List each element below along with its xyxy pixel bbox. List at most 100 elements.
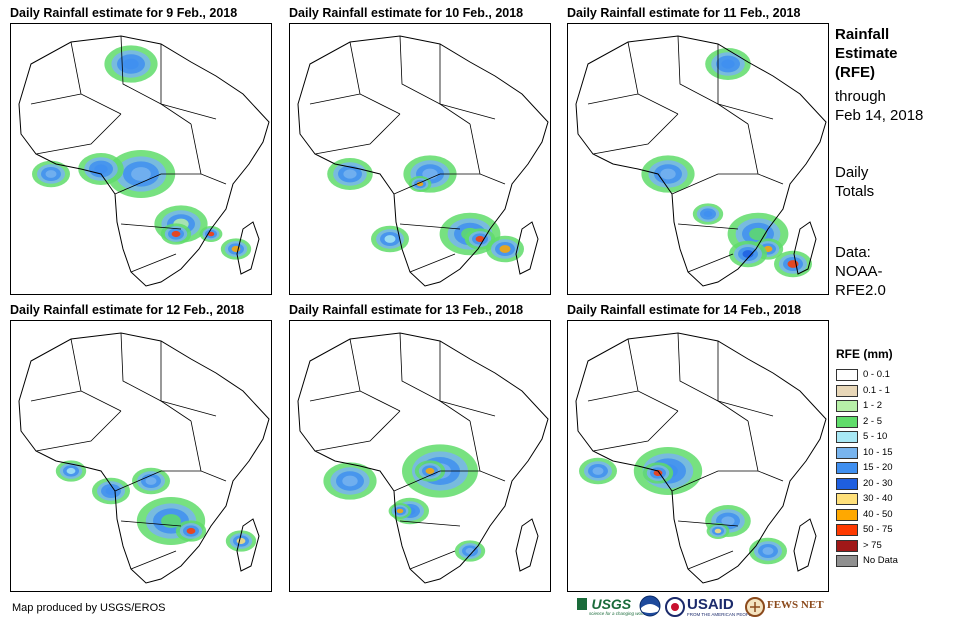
africa-map <box>18 35 270 287</box>
country-border <box>627 41 679 115</box>
legend-label: 0 - 0.1 <box>863 369 890 380</box>
rainfall-area <box>123 58 139 70</box>
country-border <box>592 410 679 452</box>
country-border <box>671 470 758 492</box>
rainfall-area <box>186 527 196 535</box>
country-border <box>349 338 401 412</box>
country-border <box>35 113 122 155</box>
legend-swatch <box>836 431 858 443</box>
country-border <box>314 410 401 452</box>
rainfall-area <box>721 516 735 526</box>
coastline <box>297 332 549 584</box>
panel-title: Daily Rainfall estimate for 9 Feb., 2018 <box>10 6 238 20</box>
legend-label: No Data <box>863 555 898 566</box>
rainfall-map <box>567 23 829 295</box>
country-border <box>627 338 679 412</box>
legend-swatch <box>836 539 858 552</box>
sidebar-totals: Totals <box>835 183 875 200</box>
country-border <box>747 123 784 185</box>
coastline <box>297 35 549 287</box>
sidebar-daily: Daily <box>835 164 869 181</box>
country-border <box>114 173 201 195</box>
country-border <box>30 390 82 402</box>
country-border <box>677 35 719 105</box>
legend-title: RFE (mm) <box>836 347 893 361</box>
country-border <box>120 35 162 105</box>
legend-swatch <box>836 555 858 567</box>
legend-label: 0.1 - 1 <box>863 384 890 396</box>
sidebar-data-label: Data: <box>835 244 871 261</box>
madagascar-outline <box>793 518 817 572</box>
sidebar-source-block: Data: NOAA- RFE2.0 <box>835 243 886 300</box>
country-border <box>587 93 639 105</box>
panel-title: Daily Rainfall estimate for 14 Feb., 201… <box>567 303 802 317</box>
country-border <box>677 332 719 402</box>
panel-title: Daily Rainfall estimate for 12 Feb., 201… <box>10 303 245 317</box>
madagascar-outline <box>236 518 260 572</box>
legend-label: 1 - 2 <box>863 400 883 411</box>
rainfall-area <box>384 235 396 243</box>
country-border <box>35 410 122 452</box>
country-border <box>349 41 401 115</box>
panel-title: Daily Rainfall estimate for 10 Feb., 201… <box>289 6 524 20</box>
legend-swatch <box>836 415 858 428</box>
madagascar-outline <box>515 221 539 275</box>
rainfall-area <box>499 245 511 253</box>
rainfall-area <box>416 181 424 187</box>
noaa-label: NOAA <box>639 595 640 596</box>
rainfall-area <box>207 231 215 237</box>
coastline <box>18 35 270 287</box>
rainfall-area <box>131 167 151 181</box>
logos: USGS science for a changing world NOAA U… <box>577 595 827 621</box>
country-border <box>190 420 227 482</box>
legend-swatch <box>836 446 858 459</box>
legend-label: > 75 <box>863 539 882 551</box>
country-border <box>439 400 496 417</box>
country-border <box>130 550 177 570</box>
africa-map <box>575 35 827 287</box>
country-border <box>717 103 774 120</box>
rainfall-map <box>289 23 551 295</box>
credit-text: Map produced by USGS/EROS <box>12 602 166 614</box>
country-border <box>469 123 506 185</box>
country-border <box>190 123 227 185</box>
madagascar-outline <box>515 518 539 572</box>
legend-swatch <box>836 462 858 474</box>
legend-swatch <box>836 524 858 536</box>
rainfall-area <box>475 235 485 243</box>
legend-swatch <box>836 477 858 490</box>
country-border <box>687 253 734 273</box>
country-border <box>439 341 471 422</box>
rainfall-map <box>567 320 829 592</box>
coastline <box>575 35 827 287</box>
legend-label: 5 - 10 <box>863 431 888 442</box>
country-border <box>30 93 82 105</box>
legend-label: 15 - 20 <box>863 462 893 473</box>
country-border <box>309 390 361 402</box>
madagascar-outline <box>236 221 260 275</box>
country-border <box>592 113 679 155</box>
country-border <box>439 44 471 125</box>
country-border <box>393 173 480 195</box>
country-border <box>409 550 456 570</box>
noaa-logo: NOAA <box>639 595 661 619</box>
sidebar-title: Rainfall Estimate (RFE) <box>835 25 898 82</box>
rainfall-area <box>343 169 357 179</box>
sidebar-totals-block: Daily Totals <box>835 163 874 201</box>
country-border <box>399 332 441 402</box>
country-border <box>399 35 441 105</box>
coastline <box>575 332 827 584</box>
country-border <box>160 103 217 120</box>
rainfall-area <box>171 230 181 238</box>
country-border <box>399 223 461 230</box>
legend-swatch <box>836 369 858 381</box>
legend-label: 2 - 5 <box>863 415 883 427</box>
country-border <box>671 173 758 195</box>
rainfall-area <box>145 477 157 485</box>
country-border <box>717 400 774 417</box>
africa-map <box>575 332 827 584</box>
country-border <box>160 44 192 125</box>
rainfall-area <box>425 467 435 475</box>
sidebar-through: through <box>835 88 886 105</box>
rainfall-area <box>714 528 722 534</box>
